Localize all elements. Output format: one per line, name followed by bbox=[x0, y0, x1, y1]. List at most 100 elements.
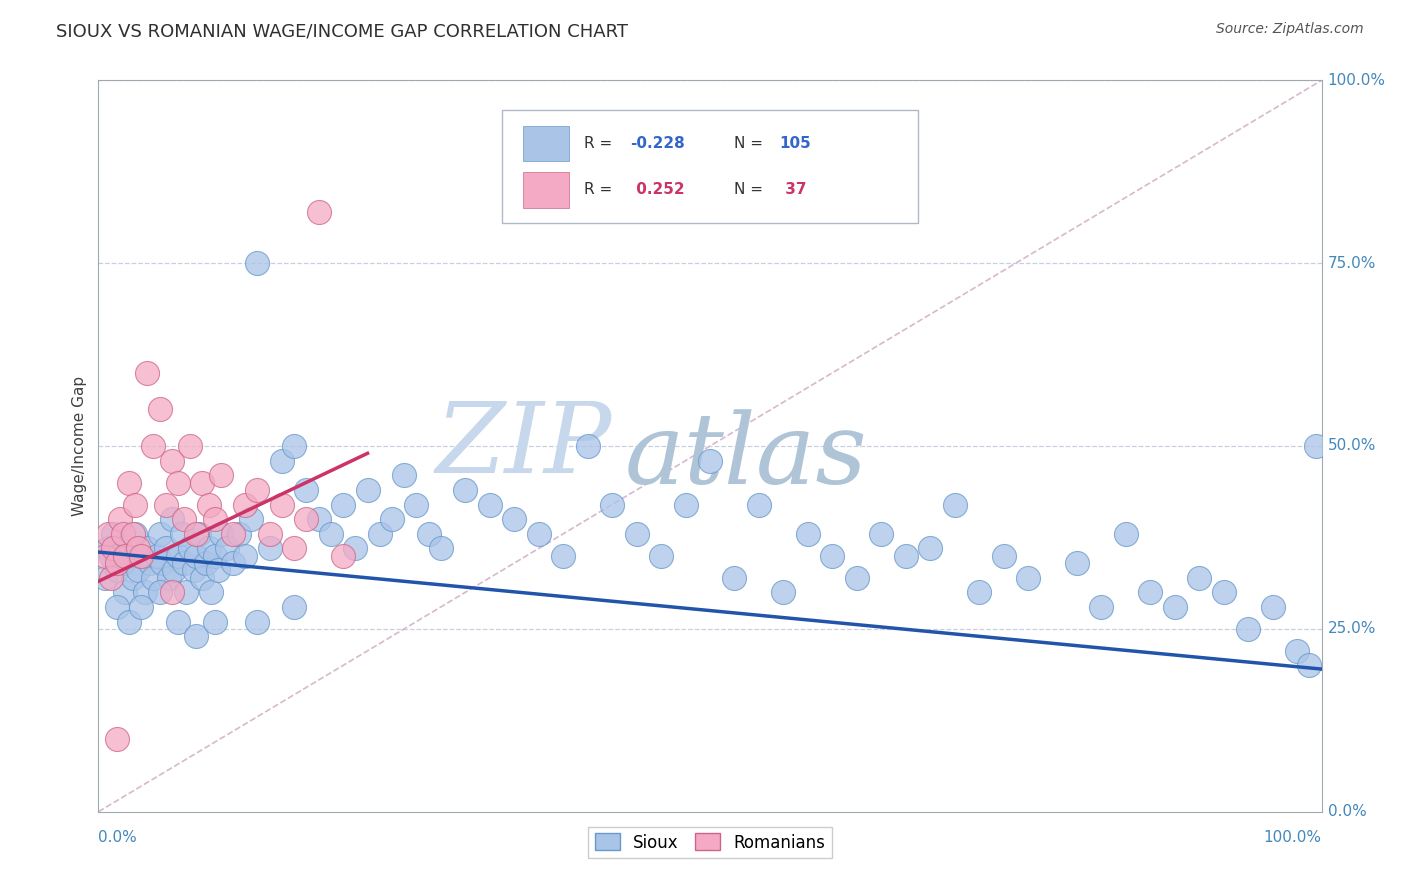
Point bbox=[675, 498, 697, 512]
Point bbox=[139, 556, 162, 570]
Point bbox=[97, 526, 120, 541]
Point bbox=[197, 541, 219, 556]
Point bbox=[93, 549, 115, 563]
Point bbox=[129, 549, 152, 563]
Point bbox=[283, 541, 305, 556]
Point bbox=[200, 585, 222, 599]
Point bbox=[259, 541, 281, 556]
Point bbox=[149, 585, 172, 599]
Point bbox=[127, 541, 149, 556]
Point bbox=[150, 556, 173, 570]
Text: -0.228: -0.228 bbox=[630, 136, 685, 152]
FancyBboxPatch shape bbox=[523, 127, 569, 161]
Text: 0.0%: 0.0% bbox=[98, 830, 138, 845]
Point bbox=[197, 498, 219, 512]
Point bbox=[118, 549, 141, 563]
Point bbox=[222, 526, 245, 541]
Point bbox=[209, 526, 232, 541]
Point bbox=[111, 556, 134, 570]
Point bbox=[1237, 622, 1260, 636]
Point bbox=[97, 541, 120, 556]
Point bbox=[319, 526, 342, 541]
Point bbox=[105, 731, 128, 746]
Point bbox=[246, 256, 269, 270]
Point bbox=[240, 512, 263, 526]
Point bbox=[114, 585, 136, 599]
Point bbox=[308, 512, 330, 526]
Point bbox=[160, 453, 183, 467]
Point bbox=[405, 498, 427, 512]
Text: 75.0%: 75.0% bbox=[1327, 256, 1376, 270]
Point bbox=[191, 571, 214, 585]
Point bbox=[368, 526, 391, 541]
Point bbox=[748, 498, 770, 512]
Point bbox=[259, 526, 281, 541]
Point bbox=[179, 541, 201, 556]
Point bbox=[478, 498, 501, 512]
Point bbox=[430, 541, 453, 556]
Point bbox=[93, 571, 115, 585]
Point bbox=[157, 571, 180, 585]
Point bbox=[576, 439, 599, 453]
Point bbox=[1212, 585, 1234, 599]
Text: atlas: atlas bbox=[624, 409, 868, 505]
Text: ZIP: ZIP bbox=[436, 399, 612, 493]
Point bbox=[381, 512, 404, 526]
Point bbox=[270, 498, 294, 512]
Legend: Sioux, Romanians: Sioux, Romanians bbox=[588, 827, 832, 858]
Point bbox=[160, 512, 183, 526]
Text: N =: N = bbox=[734, 136, 768, 152]
Point bbox=[179, 439, 201, 453]
Point bbox=[134, 585, 156, 599]
Point bbox=[1286, 644, 1309, 658]
Text: 25.0%: 25.0% bbox=[1327, 622, 1376, 636]
Point bbox=[149, 526, 172, 541]
Point bbox=[167, 549, 190, 563]
Point bbox=[308, 205, 330, 219]
Point bbox=[110, 541, 132, 556]
Point bbox=[344, 541, 367, 556]
Point bbox=[118, 475, 141, 490]
Text: 0.252: 0.252 bbox=[630, 183, 685, 197]
Point bbox=[1305, 439, 1327, 453]
Point bbox=[1066, 556, 1088, 570]
Point bbox=[650, 549, 672, 563]
Text: N =: N = bbox=[734, 183, 768, 197]
Text: 105: 105 bbox=[780, 136, 811, 152]
Point bbox=[176, 585, 198, 599]
Point bbox=[283, 599, 305, 614]
Point bbox=[332, 549, 354, 563]
Text: SIOUX VS ROMANIAN WAGE/INCOME GAP CORRELATION CHART: SIOUX VS ROMANIAN WAGE/INCOME GAP CORREL… bbox=[56, 22, 628, 40]
Point bbox=[136, 541, 159, 556]
Point bbox=[845, 571, 868, 585]
Point bbox=[1017, 571, 1039, 585]
Point bbox=[146, 549, 169, 563]
Point bbox=[920, 541, 942, 556]
Point bbox=[967, 585, 990, 599]
Point bbox=[204, 615, 226, 629]
Point bbox=[129, 549, 152, 563]
Point bbox=[187, 526, 209, 541]
Point bbox=[186, 629, 208, 643]
Point bbox=[1298, 658, 1320, 673]
Point bbox=[100, 571, 122, 585]
Point bbox=[160, 585, 183, 599]
Point bbox=[626, 526, 648, 541]
Text: R =: R = bbox=[583, 183, 617, 197]
Point bbox=[772, 585, 794, 599]
Point bbox=[1188, 571, 1211, 585]
Point bbox=[173, 556, 195, 570]
Point bbox=[105, 556, 128, 570]
Point bbox=[100, 549, 122, 563]
Point bbox=[699, 453, 721, 467]
FancyBboxPatch shape bbox=[523, 172, 569, 208]
Point bbox=[332, 498, 354, 512]
Point bbox=[993, 549, 1015, 563]
Point bbox=[270, 453, 294, 467]
Point bbox=[118, 615, 141, 629]
Point bbox=[129, 599, 152, 614]
Point bbox=[186, 526, 208, 541]
Text: 0.0%: 0.0% bbox=[1327, 805, 1367, 819]
Point bbox=[228, 526, 250, 541]
Point bbox=[163, 563, 186, 577]
